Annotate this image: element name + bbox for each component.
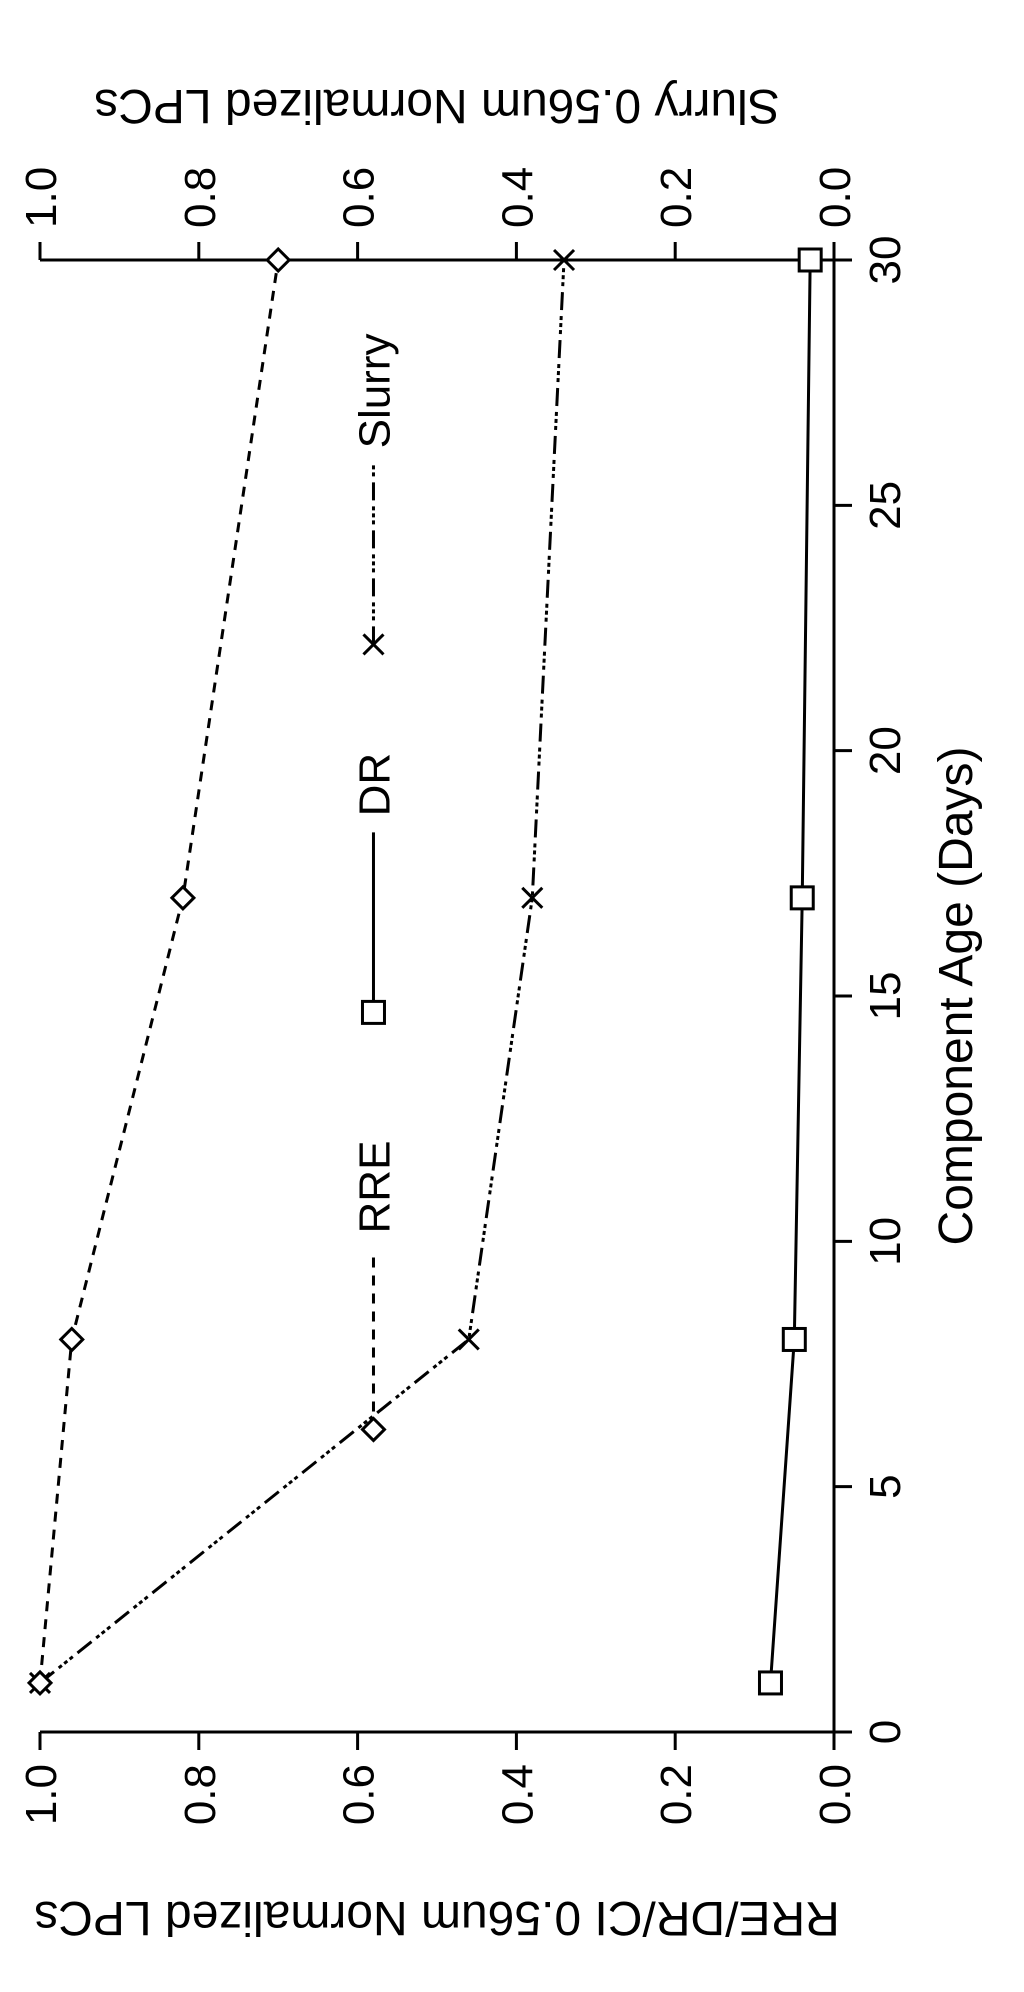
- svg-text:0.6: 0.6: [335, 1764, 384, 1825]
- svg-text:0.4: 0.4: [493, 1764, 542, 1825]
- chart-page: 0 5 10 15 20 25 30 Component Age (Days) 0.0 0.2 0.…: [0, 0, 1024, 1992]
- svg-text:5: 5: [861, 1474, 910, 1498]
- svg-text:DR: DR: [350, 753, 399, 817]
- svg-text:0.8: 0.8: [176, 167, 225, 228]
- svg-text:RRE: RRE: [350, 1141, 399, 1234]
- svg-text:15: 15: [861, 972, 910, 1021]
- svg-text:30: 30: [861, 236, 910, 285]
- svg-text:0.2: 0.2: [652, 1764, 701, 1825]
- svg-text:0: 0: [861, 1720, 910, 1744]
- svg-text:0.2: 0.2: [652, 167, 701, 228]
- svg-text:0.4: 0.4: [493, 167, 542, 228]
- svg-text:RRE/DR/CI 0.56um Normalized LP: RRE/DR/CI 0.56um Normalized LPCs: [34, 1891, 840, 1944]
- svg-text:Component Age (Days): Component Age (Days): [930, 747, 983, 1246]
- svg-text:10: 10: [861, 1217, 910, 1266]
- svg-text:0.6: 0.6: [335, 167, 384, 228]
- svg-text:1.0: 1.0: [17, 167, 66, 228]
- svg-text:0.8: 0.8: [176, 1764, 225, 1825]
- svg-text:1.0: 1.0: [17, 1764, 66, 1825]
- svg-text:Slurry: Slurry: [350, 333, 399, 448]
- svg-text:0.0: 0.0: [811, 167, 860, 228]
- svg-text:20: 20: [861, 726, 910, 775]
- chart-svg: 0 5 10 15 20 25 30 Component Age (Days) 0.0 0.2 0.…: [0, 0, 1024, 1992]
- svg-text:0.0: 0.0: [811, 1764, 860, 1825]
- svg-text:Slurry 0.56um Normalized LPCs: Slurry 0.56um Normalized LPCs: [94, 79, 780, 132]
- svg-text:25: 25: [861, 481, 910, 530]
